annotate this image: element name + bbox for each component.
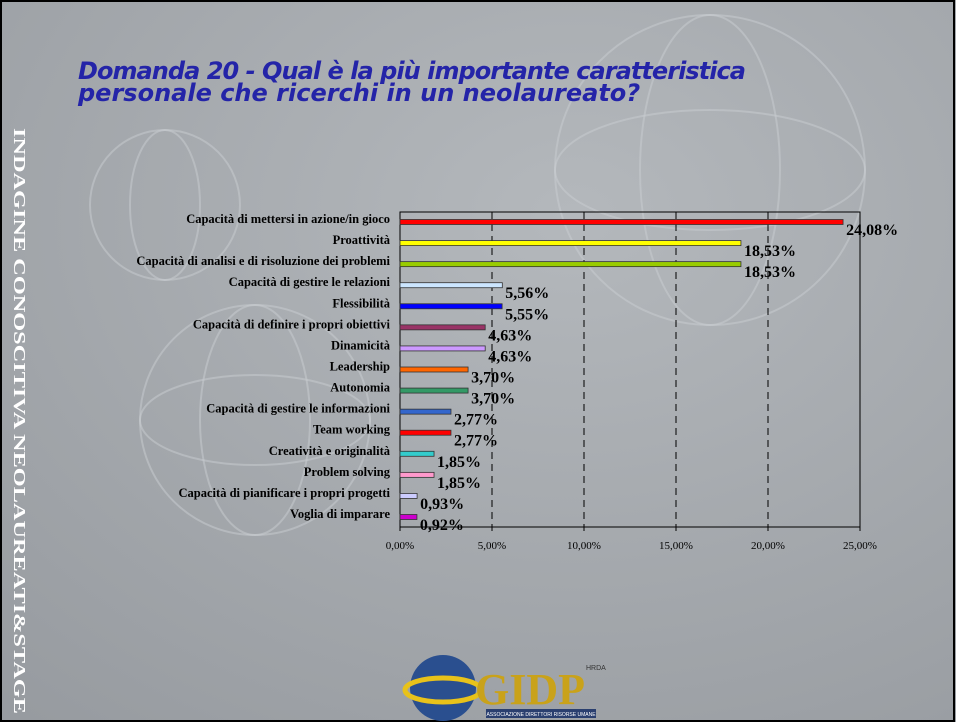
bar: [399, 345, 486, 352]
side-label: INDAGINE CONOSCITIVA NEOLAUREATI&STAGE: [10, 128, 29, 714]
bar: [399, 324, 486, 331]
chart: 0,00% 5,00% 10,00% 15,00% 20,00% 25,00% Capaci…: [136, 211, 898, 552]
y-tick-label: Capacità di gestire le informazioni: [206, 402, 390, 416]
value-label: 18,53%: [744, 264, 796, 281]
bar: [399, 408, 452, 415]
y-tick-label: Leadership: [330, 360, 390, 374]
value-label: 0,93%: [420, 496, 464, 513]
logo-tag: HRDA: [586, 665, 606, 672]
value-label: 1,85%: [437, 454, 481, 471]
value-label: 5,55%: [505, 306, 549, 323]
x-tick-label: 15,00%: [659, 540, 693, 552]
y-tick-label: Capacità di pianificare i propri progett…: [179, 486, 391, 500]
y-tick-label: Creatività e originalità: [269, 444, 391, 458]
value-label: 2,77%: [454, 412, 498, 429]
y-tick-label: Capacità di mettersi in azione/in gioco: [186, 212, 390, 226]
value-label: 24,08%: [846, 222, 898, 239]
value-label: 2,77%: [454, 433, 498, 450]
bar: [399, 493, 418, 499]
bar: [399, 366, 469, 373]
x-tick-label: 10,00%: [567, 540, 601, 552]
bar: [399, 261, 742, 268]
logo-globe: [410, 655, 476, 721]
bar: [399, 471, 435, 478]
x-tick-label: 0,00%: [386, 540, 414, 552]
bar: [399, 450, 435, 457]
value-label: 4,63%: [488, 348, 532, 365]
bar: [399, 219, 844, 225]
y-tick-label: Proattività: [333, 233, 391, 247]
title-line: Domanda 20 - Qual è la più importante ca…: [78, 57, 746, 85]
bar: [399, 514, 418, 520]
title-line: personale che ricerchi in un neolaureato…: [77, 79, 640, 107]
bar: [399, 240, 742, 246]
bar: [399, 429, 452, 436]
x-tick-label: 5,00%: [478, 540, 506, 552]
y-tick-label: Capacità di analisi e di risoluzione dei…: [136, 254, 390, 268]
y-tick-label: Problem solving: [304, 465, 391, 479]
value-label: 5,56%: [505, 285, 549, 302]
bar: [399, 282, 503, 289]
x-tick-label: 25,00%: [843, 540, 877, 552]
y-tick-label: Team working: [313, 423, 391, 437]
value-label: 0,92%: [420, 517, 464, 534]
y-tick-label: Autonomia: [330, 381, 390, 395]
value-label: 3,70%: [471, 370, 515, 387]
bar: [399, 387, 469, 394]
value-label: 4,63%: [488, 327, 532, 344]
y-tick-label: Voglia di imparare: [290, 507, 390, 521]
y-tick-label: Capacità di definire i propri obiettivi: [193, 317, 391, 331]
y-tick-label: Capacità di gestire le relazioni: [229, 275, 391, 289]
logo-caption: ASSOCIAZIONE DIRETTORI RISORSE UMANE: [486, 712, 596, 718]
logo-band: [486, 709, 596, 718]
bar: [399, 303, 503, 310]
logo-ring: [402, 675, 484, 705]
decor-globes: [89, 14, 866, 536]
logo-name: GIDP: [475, 665, 585, 714]
y-tick-label: Flessibilità: [332, 296, 390, 310]
value-label: 18,53%: [744, 243, 796, 260]
title: Domanda 20 - Qual è la più importante ca…: [77, 57, 746, 107]
value-label: 1,85%: [437, 475, 481, 492]
y-tick-label: Dinamicità: [331, 338, 391, 352]
logo: GIDP HRDA ASSOCIAZIONE DIRETTORI RISORSE…: [402, 655, 606, 721]
value-label: 3,70%: [471, 391, 515, 408]
x-tick-label: 20,00%: [751, 540, 785, 552]
